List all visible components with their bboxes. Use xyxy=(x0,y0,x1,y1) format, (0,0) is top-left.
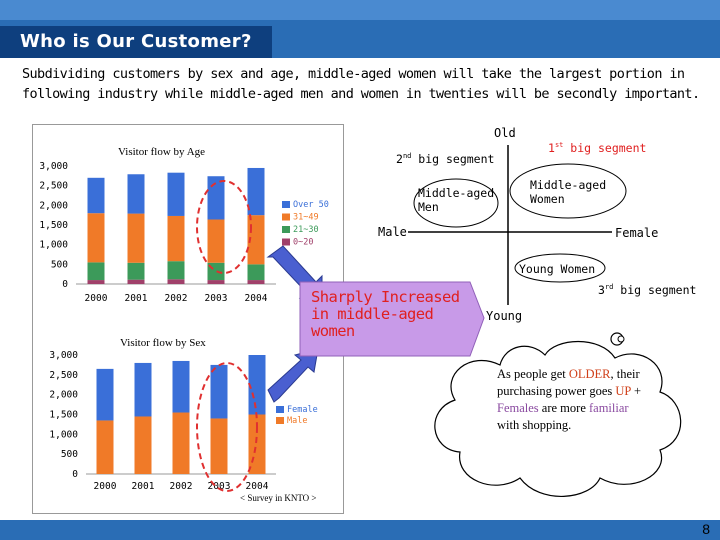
y-tick-label: 500 xyxy=(51,259,68,270)
legend-label: Male xyxy=(287,416,307,426)
bar-segment xyxy=(167,261,185,280)
bar-segment xyxy=(96,368,114,421)
bar-segment xyxy=(167,172,185,216)
highlight-ellipse-sex xyxy=(196,362,258,492)
x-tick-label: 2002 xyxy=(165,293,188,304)
y-tick-label: 2,000 xyxy=(39,200,68,211)
bar-segment xyxy=(87,177,105,214)
highlight-ellipse-age xyxy=(196,180,252,274)
arrow-to-sex-chart xyxy=(267,348,319,403)
y-tick-label: 2,000 xyxy=(49,390,78,401)
page-number: 8 xyxy=(702,521,710,537)
y-tick-label: 2,500 xyxy=(49,370,78,381)
label-seg2: 2nd big segment xyxy=(396,152,495,166)
y-tick-label: 3,000 xyxy=(49,350,78,361)
x-tick-label: 2000 xyxy=(85,293,108,304)
x-tick-label: 2004 xyxy=(245,293,268,304)
legend-swatch xyxy=(276,417,284,424)
cloud-text: As people get OLDER, their purchasing po… xyxy=(497,367,642,432)
label-female: Female xyxy=(615,226,659,240)
chart-sex: 0 500 1,000 1,500 2,000 2,500 3,000 2000 2001 200… xyxy=(49,350,317,492)
bar-segment xyxy=(87,280,105,284)
bar-segment xyxy=(127,279,145,284)
y-tick-label: 2,500 xyxy=(39,181,68,192)
label-seg3: 3rd big segment xyxy=(598,283,697,297)
bar-segment xyxy=(87,262,105,281)
x-tick-label: 2001 xyxy=(132,481,155,492)
bar-segment xyxy=(96,420,114,474)
legend-swatch xyxy=(282,226,290,233)
intro-text: Subdividing customers by sex and age, mi… xyxy=(22,66,700,102)
label-young: Young xyxy=(486,309,523,323)
y-tick-label: 1,500 xyxy=(39,220,68,231)
y-tick-label: 1,000 xyxy=(49,429,78,440)
legend-swatch xyxy=(282,201,290,208)
legend-swatch xyxy=(276,406,284,413)
legend-label: 0~20 xyxy=(293,238,313,248)
bar-segment xyxy=(167,215,185,262)
ellipse-middle-men xyxy=(413,178,499,228)
bar-segment xyxy=(134,416,152,474)
bar-segment xyxy=(207,280,225,284)
chart-age-title: Visitor flow by Age xyxy=(118,146,206,158)
bar-segment xyxy=(247,264,265,281)
bar-segment xyxy=(247,167,265,216)
bar-segment xyxy=(87,213,105,263)
label-young-women: Young Women xyxy=(519,262,596,276)
legend-label: Over 50 xyxy=(293,200,329,210)
label-male: Male xyxy=(378,225,407,239)
label-seg1: 1st big segment xyxy=(548,141,647,155)
chart-sex-title: Visitor flow by Sex xyxy=(120,337,206,349)
y-tick-label: 0 xyxy=(62,279,68,290)
thought-cloud xyxy=(434,332,682,497)
y-tick-label: 1,500 xyxy=(49,410,78,421)
x-tick-label: 2004 xyxy=(246,481,269,492)
label-middle-men: Middle-aged Men xyxy=(418,186,495,214)
chart-age: 0 500 1,000 1,500 2,000 2,500 3,000 2000 2001 200… xyxy=(39,161,328,304)
y-tick-label: 1,000 xyxy=(39,240,68,251)
callout-box xyxy=(299,281,485,357)
title-tab xyxy=(0,26,272,58)
ellipse-middle-women xyxy=(509,163,627,219)
footer-bar xyxy=(0,520,720,540)
x-tick-label: 2000 xyxy=(94,481,117,492)
x-tick-label: 2003 xyxy=(205,293,228,304)
bar-segment xyxy=(247,280,265,284)
bar-segment xyxy=(210,364,228,419)
x-tick-label: 2003 xyxy=(208,481,231,492)
source-note: < Survey in KNTO > xyxy=(240,493,317,503)
x-tick-label: 2002 xyxy=(170,481,193,492)
legend-label: Female xyxy=(287,405,318,415)
bar-segment xyxy=(134,362,152,417)
x-tick-label: 2001 xyxy=(125,293,148,304)
legend-label: 31~49 xyxy=(293,213,319,223)
y-tick-label: 500 xyxy=(61,449,78,460)
bar-segment xyxy=(210,418,228,474)
bar-segment xyxy=(172,360,190,413)
label-old: Old xyxy=(494,126,516,140)
bar-segment xyxy=(127,174,145,214)
header-highlight xyxy=(0,0,720,20)
legend-swatch xyxy=(282,238,290,246)
ellipse-young-women xyxy=(514,253,606,283)
bar-segment xyxy=(248,355,266,415)
bar-segment xyxy=(207,219,225,263)
bar-segment xyxy=(207,176,225,220)
callout-text: Sharply Increased in middle-aged women xyxy=(311,288,460,340)
bar-segment xyxy=(127,213,145,263)
legend-swatch xyxy=(282,213,290,221)
bar-segment xyxy=(167,279,185,284)
y-tick-label: 3,000 xyxy=(39,161,68,172)
y-tick-label: 0 xyxy=(72,469,78,480)
legend-label: 21~30 xyxy=(293,225,319,235)
bar-segment xyxy=(172,412,190,474)
bar-segment xyxy=(127,262,145,280)
label-middle-women: Middle-aged Women xyxy=(530,178,607,206)
page-title: Who is Our Customer? xyxy=(20,31,252,52)
